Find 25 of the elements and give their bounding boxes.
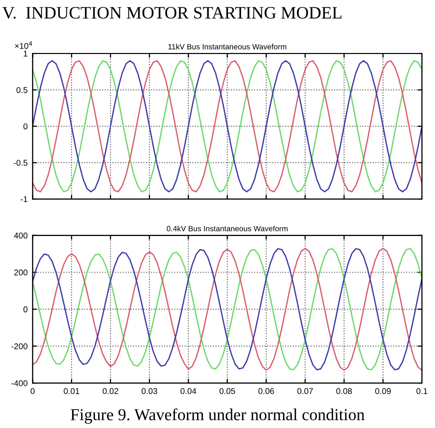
y-tick-label: -200 xyxy=(11,343,28,350)
line-series xyxy=(32,60,422,192)
caption: Figure 9. Waveform under normal condition xyxy=(70,408,365,424)
y-tick-label: -1 xyxy=(20,196,28,202)
y-tick-label: 0 xyxy=(23,306,28,312)
y-tick-label: -0.5 xyxy=(14,160,28,166)
y-tick-label: -400 xyxy=(11,380,28,386)
y-tick-label: 0.5 xyxy=(16,87,28,93)
x-tick-label: 0.05 xyxy=(220,388,236,394)
y-tick-label: 0 xyxy=(23,123,28,130)
x-tick-label: 0.09 xyxy=(375,388,391,394)
x-tick-label: 0.07 xyxy=(297,388,313,394)
x-tick-label: 0.04 xyxy=(180,388,196,394)
x-tick-label: 0.06 xyxy=(258,388,274,394)
x-tick-label: 0.1 xyxy=(416,388,428,394)
text: V. INDUCTION MOTOR STARTING MODEL xyxy=(2,6,342,19)
x-tick-label: 0.03 xyxy=(142,388,158,394)
x-tick-label: 0.08 xyxy=(336,388,352,394)
y-tick-label: 200 xyxy=(14,270,28,276)
x-tick-label: 0 xyxy=(30,388,35,394)
text: ×10$^{4}$ xyxy=(15,41,32,49)
y-tick-label: 400 xyxy=(14,232,28,238)
x-tick-label: 0.01 xyxy=(64,388,80,394)
y-tick-label: 1 xyxy=(24,50,28,57)
x-tick-label: 0.02 xyxy=(102,388,118,394)
